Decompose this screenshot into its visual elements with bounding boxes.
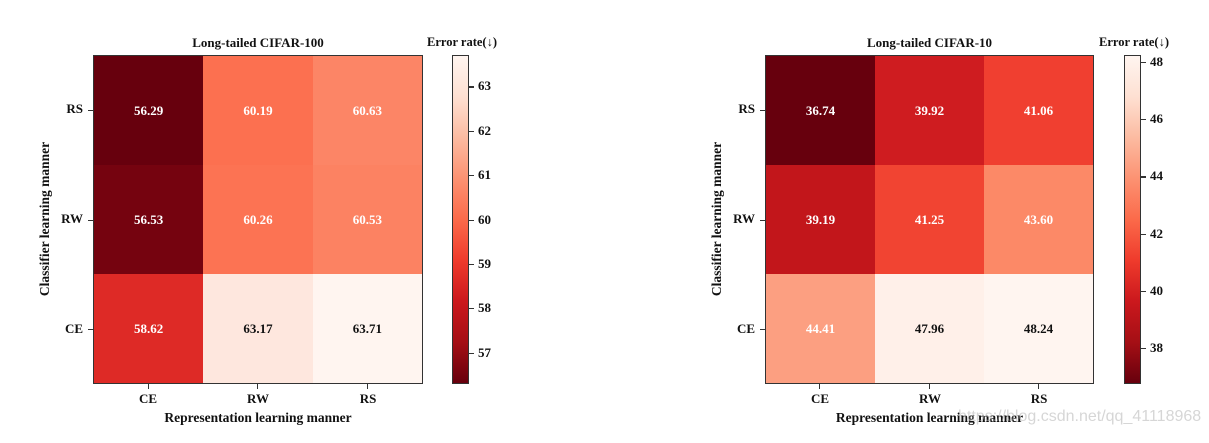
heatmap-cell: 48.24: [984, 274, 1093, 383]
colorbar-title: Error rate(↓): [1099, 35, 1169, 49]
x-tick-mark: [148, 384, 150, 389]
heatmap-cell: 56.53: [94, 165, 204, 274]
heatmap-cell: 63.71: [312, 274, 422, 383]
colorbar-tick-label: 58: [478, 300, 491, 316]
colorbar-tick-mark: [469, 130, 474, 133]
y-tick-rs: RS: [66, 101, 83, 116]
y-tick-mark: [760, 110, 765, 112]
colorbar-tick-mark: [1141, 290, 1146, 293]
heatmap-cell: 60.26: [203, 165, 313, 274]
colorbar-tick-mark: [1141, 176, 1146, 178]
y-tick-rw: RW: [61, 211, 83, 226]
colorbar-tick-label: 46: [1150, 111, 1163, 127]
colorbar-tick-label: 40: [1150, 282, 1163, 298]
x-tick-ce: CE: [138, 391, 158, 406]
colorbar-tick-mark: [469, 175, 474, 177]
chart-title: Long-tailed CIFAR-10: [866, 35, 993, 50]
x-tick-rs: RS: [359, 391, 377, 406]
colorbar-tick-mark: [1141, 347, 1146, 350]
heatmap-cell: 60.53: [312, 165, 422, 274]
colorbar-tick-mark: [469, 263, 474, 266]
colorbar-tick-mark: [469, 219, 474, 221]
y-axis-label: Classifier learning manner: [709, 141, 724, 297]
x-tick-mark: [929, 384, 931, 389]
y-tick-rw: RW: [733, 211, 755, 226]
heatmap-cell: 39.92: [875, 56, 984, 165]
heatmap-cell: 63.17: [203, 274, 313, 383]
colorbar-tick-mark: [469, 352, 474, 354]
heatmap-grid: 36.74 39.92 41.06 39.19 41.25 43.60 44.4…: [765, 55, 1094, 384]
y-tick-mark: [760, 220, 765, 222]
x-tick-mark: [819, 384, 821, 389]
heatmap-cell: 39.19: [766, 165, 875, 274]
heatmap-cell: 43.60: [984, 165, 1093, 274]
colorbar-tick-label: 44: [1150, 168, 1163, 184]
colorbar-tick-label: 62: [478, 122, 491, 138]
colorbar-tick-mark: [1141, 119, 1146, 121]
colorbar-tick-mark: [1141, 233, 1146, 235]
heatmap-cell: 41.06: [984, 56, 1093, 165]
colorbar-tick-mark: [1141, 61, 1146, 64]
colorbar-tick-label: 38: [1150, 339, 1163, 355]
colorbar-tick-label: 48: [1150, 53, 1163, 69]
colorbar-title: Error rate(↓): [427, 35, 497, 49]
y-tick-rs: RS: [738, 101, 755, 116]
heatmap-grid: 56.29 60.19 60.63 56.53 60.26 60.53 58.6…: [93, 55, 423, 384]
x-axis-label: Representation learning manner: [164, 410, 352, 425]
y-tick-mark: [760, 329, 765, 331]
colorbar-tick-label: 61: [478, 167, 491, 183]
x-tick-rs: RS: [1030, 391, 1048, 406]
x-tick-mark: [1038, 384, 1040, 389]
y-axis-label: Classifier learning manner: [37, 141, 52, 297]
colorbar-tick-mark: [469, 86, 474, 88]
y-tick-mark: [88, 329, 93, 331]
heatmap-cell: 56.29: [94, 56, 204, 165]
heatmap-cell: 36.74: [766, 56, 875, 165]
heatmap-cell: 60.19: [203, 56, 313, 165]
x-tick-mark: [257, 384, 259, 389]
y-tick-mark: [88, 220, 93, 222]
chart-title: Long-tailed CIFAR-100: [192, 35, 324, 50]
colorbar-tick-label: 57: [478, 344, 491, 360]
heatmap-cell: 58.62: [94, 274, 204, 383]
colorbar-tick-label: 42: [1150, 225, 1163, 241]
x-tick-mark: [367, 384, 369, 389]
colorbar: [1124, 55, 1141, 384]
colorbar-tick-mark: [469, 308, 474, 310]
colorbar-tick-label: 63: [478, 78, 491, 94]
heatmap-cell: 47.96: [875, 274, 984, 383]
x-axis-label: Representation learning manner: [835, 410, 1024, 425]
colorbar: [452, 55, 469, 384]
x-tick-rw: RW: [247, 391, 269, 406]
heatmap-cell: 60.63: [312, 56, 422, 165]
colorbar-tick-label: 60: [478, 211, 491, 227]
colorbar-tick-label: 59: [478, 255, 491, 271]
x-tick-ce: CE: [810, 391, 830, 406]
watermark: https://blog.csdn.net/qq_41118968: [958, 408, 1202, 425]
y-tick-ce: CE: [64, 321, 83, 336]
heatmap-cell: 44.41: [766, 274, 875, 383]
x-tick-rw: RW: [919, 391, 941, 406]
heatmap-cell: 41.25: [875, 165, 984, 274]
y-tick-ce: CE: [736, 321, 755, 336]
y-tick-mark: [88, 110, 93, 112]
